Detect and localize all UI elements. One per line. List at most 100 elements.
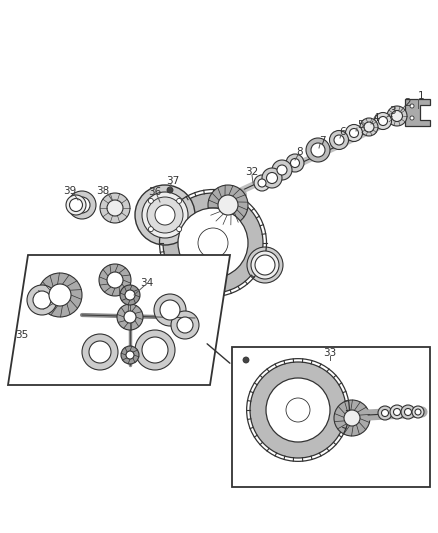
- Text: 1: 1: [418, 91, 424, 101]
- Circle shape: [410, 116, 414, 120]
- Circle shape: [290, 158, 300, 167]
- Circle shape: [142, 337, 168, 363]
- Circle shape: [243, 357, 249, 363]
- Circle shape: [142, 192, 188, 238]
- Circle shape: [350, 128, 358, 138]
- Circle shape: [405, 408, 411, 416]
- Circle shape: [135, 330, 175, 370]
- Text: 37: 37: [166, 176, 180, 186]
- Circle shape: [82, 334, 118, 370]
- Circle shape: [381, 409, 389, 416]
- Circle shape: [364, 122, 374, 132]
- Circle shape: [393, 408, 400, 416]
- Text: 7: 7: [319, 136, 325, 146]
- Circle shape: [392, 110, 403, 122]
- Circle shape: [148, 227, 153, 232]
- Circle shape: [107, 272, 123, 288]
- Circle shape: [147, 197, 183, 233]
- Circle shape: [154, 294, 186, 326]
- Circle shape: [334, 135, 344, 145]
- Circle shape: [160, 300, 180, 320]
- Circle shape: [177, 227, 182, 232]
- Circle shape: [250, 362, 346, 458]
- Circle shape: [266, 378, 330, 442]
- Circle shape: [378, 406, 392, 420]
- Circle shape: [38, 273, 82, 317]
- Circle shape: [390, 405, 404, 419]
- Circle shape: [360, 118, 378, 136]
- Text: 34: 34: [140, 278, 154, 288]
- Circle shape: [329, 131, 349, 149]
- Circle shape: [412, 406, 424, 418]
- Circle shape: [178, 208, 248, 278]
- Text: 39: 39: [64, 186, 77, 196]
- Circle shape: [100, 193, 130, 223]
- Circle shape: [126, 351, 134, 359]
- Circle shape: [255, 255, 275, 275]
- Text: 8: 8: [297, 147, 303, 157]
- Circle shape: [272, 160, 292, 180]
- Circle shape: [346, 125, 363, 141]
- Circle shape: [270, 382, 326, 438]
- Circle shape: [251, 251, 279, 279]
- Circle shape: [155, 205, 175, 225]
- Text: 2: 2: [405, 98, 411, 108]
- Circle shape: [74, 197, 90, 213]
- Circle shape: [378, 117, 388, 125]
- Circle shape: [183, 213, 243, 273]
- Circle shape: [135, 185, 195, 245]
- Circle shape: [66, 195, 86, 215]
- Circle shape: [374, 112, 392, 130]
- Circle shape: [286, 398, 310, 422]
- Text: 5: 5: [357, 120, 363, 130]
- Bar: [232, 347, 430, 487]
- Text: 36: 36: [148, 187, 162, 197]
- Polygon shape: [405, 99, 430, 126]
- Circle shape: [401, 405, 415, 419]
- Text: 32: 32: [245, 167, 258, 177]
- Circle shape: [208, 185, 248, 225]
- Circle shape: [344, 410, 360, 426]
- Text: 4: 4: [373, 113, 379, 123]
- Circle shape: [198, 228, 228, 258]
- Circle shape: [49, 284, 71, 306]
- Circle shape: [171, 311, 199, 339]
- Circle shape: [410, 104, 414, 108]
- Circle shape: [70, 198, 82, 212]
- Polygon shape: [8, 255, 230, 385]
- Circle shape: [177, 198, 182, 204]
- Circle shape: [266, 173, 278, 183]
- Circle shape: [387, 106, 407, 126]
- Circle shape: [262, 168, 282, 188]
- Circle shape: [311, 143, 325, 157]
- Circle shape: [120, 285, 140, 305]
- Circle shape: [286, 154, 304, 172]
- Circle shape: [68, 191, 96, 219]
- Circle shape: [277, 165, 287, 175]
- Circle shape: [254, 175, 270, 191]
- Circle shape: [99, 264, 131, 296]
- Circle shape: [125, 290, 135, 300]
- Text: 3: 3: [389, 106, 396, 116]
- Text: 38: 38: [96, 186, 110, 196]
- Text: 35: 35: [15, 330, 28, 340]
- Circle shape: [258, 179, 266, 187]
- Circle shape: [121, 346, 139, 364]
- Text: 6: 6: [340, 127, 346, 137]
- Circle shape: [27, 285, 57, 315]
- Circle shape: [177, 317, 193, 333]
- Circle shape: [107, 200, 123, 216]
- Circle shape: [163, 193, 263, 293]
- Text: 33: 33: [323, 348, 337, 358]
- Circle shape: [89, 341, 111, 363]
- Circle shape: [33, 291, 51, 309]
- Circle shape: [334, 400, 370, 436]
- Circle shape: [148, 198, 153, 204]
- Circle shape: [247, 247, 283, 283]
- Circle shape: [167, 187, 173, 193]
- Circle shape: [218, 195, 238, 215]
- Circle shape: [117, 304, 143, 330]
- Circle shape: [124, 311, 136, 323]
- Circle shape: [306, 138, 330, 162]
- Circle shape: [415, 409, 421, 415]
